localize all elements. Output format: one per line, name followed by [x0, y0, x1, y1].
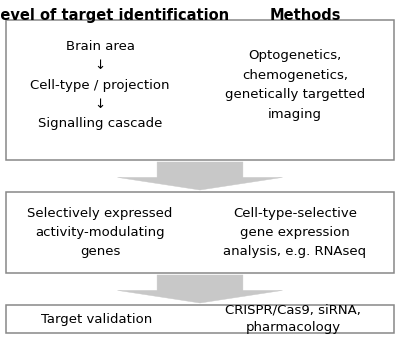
Text: Methods: Methods — [269, 8, 341, 23]
Text: Level of target identification: Level of target identification — [0, 8, 229, 23]
Text: Optogenetics,
chemogenetics,
genetically targetted
imaging: Optogenetics, chemogenetics, genetically… — [225, 49, 365, 121]
Bar — [6, 20, 394, 160]
Text: CRISPR/Cas9, siRNA,
pharmacology: CRISPR/Cas9, siRNA, pharmacology — [225, 304, 361, 335]
Polygon shape — [118, 275, 282, 303]
Bar — [6, 305, 394, 333]
Bar — [6, 192, 394, 273]
Text: Selectively expressed
activity-modulating
genes: Selectively expressed activity-modulatin… — [27, 208, 173, 258]
Text: Target validation: Target validation — [41, 313, 153, 325]
Text: Cell-type-selective
gene expression
analysis, e.g. RNAseq: Cell-type-selective gene expression anal… — [224, 208, 366, 258]
Polygon shape — [118, 162, 282, 190]
Text: Brain area
↓
Cell-type / projection
↓
Signalling cascade: Brain area ↓ Cell-type / projection ↓ Si… — [30, 40, 170, 130]
